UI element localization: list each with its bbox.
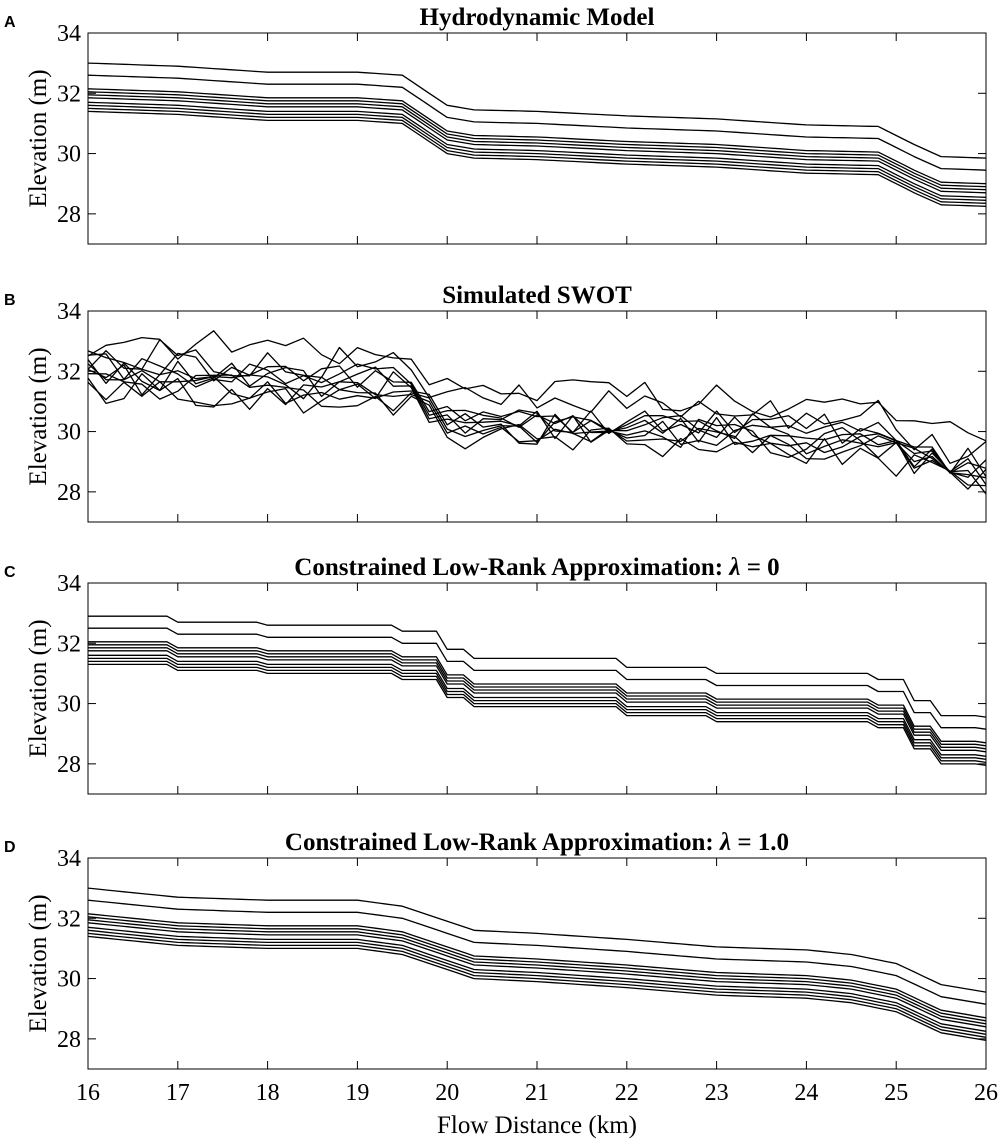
series-line-7 bbox=[88, 916, 986, 1022]
x-tick-label: 22 bbox=[615, 1080, 639, 1106]
series-line-2 bbox=[88, 373, 986, 495]
series-line-9 bbox=[88, 899, 986, 1005]
y-tick-label: 34 bbox=[57, 299, 81, 325]
series-line-9 bbox=[88, 74, 986, 171]
series-line-3 bbox=[88, 373, 986, 490]
y-tick-label: 28 bbox=[57, 202, 81, 228]
panel-title-lambda: λ bbox=[728, 554, 740, 581]
panel-title-value: = 1.0 bbox=[731, 829, 789, 856]
x-tick-label: 16 bbox=[76, 1080, 100, 1106]
series-line-8 bbox=[88, 350, 986, 478]
panel-title: Hydrodynamic Model bbox=[420, 4, 655, 31]
panel-letter: C bbox=[4, 564, 16, 581]
y-axis-label: Elevation (m) bbox=[25, 69, 52, 207]
series-line-4 bbox=[88, 654, 986, 757]
y-tick-label: 28 bbox=[57, 1027, 81, 1053]
x-tick-label: 19 bbox=[345, 1080, 369, 1106]
plot-frame bbox=[87, 582, 987, 795]
series-line-8 bbox=[88, 88, 986, 185]
series-line-9 bbox=[88, 339, 986, 464]
series-group bbox=[88, 62, 986, 207]
y-tick-label: 32 bbox=[57, 631, 81, 657]
series-line-7 bbox=[88, 644, 986, 747]
x-tick-label: 25 bbox=[884, 1080, 908, 1106]
series-line-4 bbox=[88, 926, 986, 1032]
series-line-10 bbox=[88, 330, 986, 442]
series-line-8 bbox=[88, 641, 986, 744]
series-line-1 bbox=[88, 110, 986, 207]
y-tick-label: 30 bbox=[57, 142, 81, 168]
panel-a: A Hydrodynamic Model Elevation (m)28 30 32 34 bbox=[4, 4, 987, 245]
panel-title-text: Constrained Low-Rank Approximation: bbox=[294, 554, 729, 581]
series-line-2 bbox=[88, 660, 986, 764]
series-line-3 bbox=[88, 929, 986, 1035]
y-tick-label: 30 bbox=[57, 420, 81, 446]
series-line-6 bbox=[88, 94, 986, 191]
x-tick-label: 17 bbox=[166, 1080, 190, 1106]
y-tick-label: 32 bbox=[57, 359, 81, 385]
panel-d: D Constrained Low-Rank Approximation: λ =… bbox=[4, 829, 998, 1106]
series-line-1 bbox=[88, 381, 986, 487]
series-line-6 bbox=[88, 647, 986, 750]
x-tick-label: 18 bbox=[256, 1080, 280, 1106]
series-line-5 bbox=[88, 363, 986, 485]
series-line-3 bbox=[88, 657, 986, 760]
series-line-5 bbox=[88, 922, 986, 1028]
panel-title-text: Constrained Low-Rank Approximation: bbox=[285, 829, 720, 856]
panel-title-text: Simulated SWOT bbox=[442, 282, 632, 309]
panel-c: C Constrained Low-Rank Approximation: λ =… bbox=[4, 554, 987, 795]
series-line-4 bbox=[88, 364, 986, 479]
series-line-5 bbox=[88, 97, 986, 194]
panel-letter: D bbox=[4, 839, 16, 856]
series-group bbox=[88, 887, 986, 1042]
y-axis-label: Elevation (m) bbox=[25, 894, 52, 1032]
series-line-10 bbox=[88, 887, 986, 993]
series-line-7 bbox=[88, 91, 986, 188]
x-tick-label: 24 bbox=[794, 1080, 818, 1106]
x-tick-label: 21 bbox=[525, 1080, 549, 1106]
series-line-6 bbox=[88, 919, 986, 1025]
panel-letter: B bbox=[4, 292, 16, 309]
series-group bbox=[88, 615, 986, 767]
x-tick-label: 26 bbox=[974, 1080, 998, 1106]
panel-title: Constrained Low-Rank Approximation: λ = … bbox=[285, 829, 789, 856]
series-line-1 bbox=[88, 663, 986, 767]
panel-letter: A bbox=[4, 14, 16, 31]
series-line-1 bbox=[88, 935, 986, 1042]
y-tick-label: 34 bbox=[57, 846, 81, 872]
series-line-2 bbox=[88, 932, 986, 1038]
series-line-6 bbox=[88, 359, 986, 478]
panel-title-lambda: λ bbox=[719, 829, 731, 856]
panel-title: Simulated SWOT bbox=[442, 282, 632, 309]
y-axis-label: Elevation (m) bbox=[25, 347, 52, 485]
series-line-2 bbox=[88, 107, 986, 204]
y-axis-label: Elevation (m) bbox=[25, 619, 52, 757]
y-tick-label: 32 bbox=[57, 81, 81, 107]
series-line-5 bbox=[88, 650, 986, 753]
panel-title: Constrained Low-Rank Approximation: λ = … bbox=[294, 554, 779, 581]
series-line-4 bbox=[88, 101, 986, 198]
series-line-10 bbox=[88, 62, 986, 159]
series-line-9 bbox=[88, 627, 986, 730]
x-axis-label: Flow Distance (km) bbox=[437, 1112, 637, 1139]
series-line-3 bbox=[88, 104, 986, 201]
y-tick-label: 32 bbox=[57, 906, 81, 932]
y-tick-label: 30 bbox=[57, 692, 81, 718]
series-line-8 bbox=[88, 913, 986, 1019]
x-tick-label: 20 bbox=[435, 1080, 459, 1106]
y-tick-label: 30 bbox=[57, 967, 81, 993]
plot-frame bbox=[87, 857, 987, 1070]
panel-title-text: Hydrodynamic Model bbox=[420, 4, 655, 31]
y-tick-label: 28 bbox=[57, 752, 81, 778]
series-group bbox=[88, 330, 986, 495]
panel-title-value: = 0 bbox=[740, 554, 779, 581]
series-line-10 bbox=[88, 615, 986, 718]
x-tick-label: 23 bbox=[705, 1080, 729, 1106]
panel-b: B Simulated SWOT Elevation (m)28 30 32 34 bbox=[4, 282, 987, 523]
y-tick-label: 34 bbox=[57, 21, 81, 47]
y-tick-label: 28 bbox=[57, 480, 81, 506]
y-tick-label: 34 bbox=[57, 571, 81, 597]
